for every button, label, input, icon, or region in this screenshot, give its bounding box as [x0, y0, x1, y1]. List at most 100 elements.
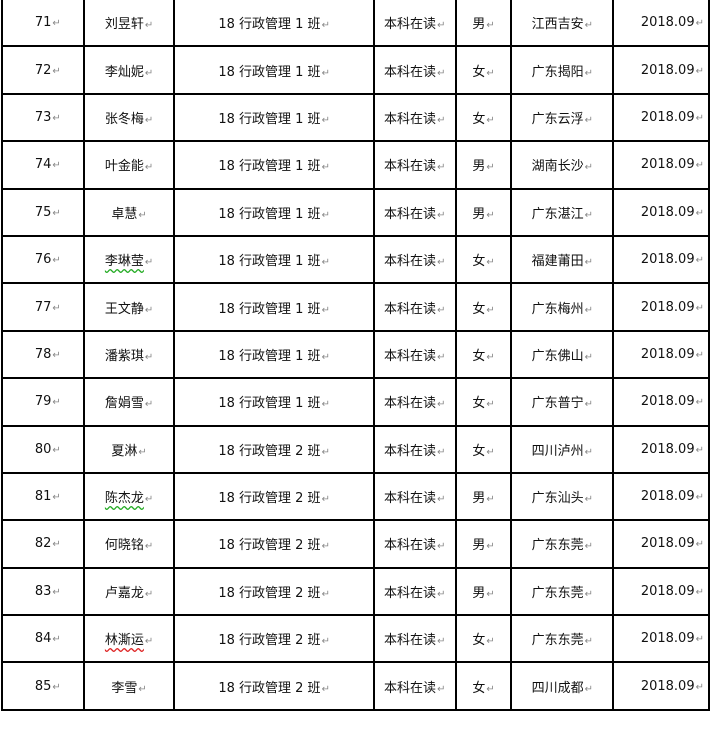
gender-cell[interactable]: 男↵ — [454, 519, 513, 569]
class-cell[interactable]: 18 行政管理 1 班↵ — [173, 282, 375, 332]
name-cell[interactable]: 林澌运↵ — [82, 614, 176, 664]
origin-cell[interactable]: 广东湛江↵ — [510, 187, 615, 237]
enrollment-date-cell[interactable]: 2018.09↵ — [612, 566, 710, 617]
origin-cell[interactable]: 福建莆田↵ — [510, 234, 615, 285]
gender-cell[interactable]: 男↵ — [454, 566, 513, 617]
origin-cell[interactable]: 江西吉安↵ — [510, 0, 615, 48]
number-cell[interactable]: 84↵ — [1, 614, 85, 664]
class-cell[interactable]: 18 行政管理 2 班↵ — [173, 566, 375, 617]
gender-cell[interactable]: 男↵ — [454, 187, 513, 237]
name-cell[interactable]: 李灿妮↵ — [82, 45, 176, 95]
number-cell[interactable]: 80↵ — [1, 424, 85, 474]
status-cell[interactable]: 本科在读↵ — [372, 140, 457, 190]
class-cell[interactable]: 18 行政管理 1 班↵ — [173, 187, 375, 237]
status-cell[interactable]: 本科在读↵ — [372, 566, 457, 617]
class-cell[interactable]: 18 行政管理 2 班↵ — [173, 661, 375, 711]
origin-cell[interactable]: 广东东莞↵ — [510, 566, 615, 617]
gender-cell[interactable]: 女↵ — [454, 661, 513, 711]
origin-cell[interactable]: 广东佛山↵ — [510, 329, 615, 380]
number-cell[interactable]: 81↵ — [1, 471, 85, 522]
gender-cell[interactable]: 女↵ — [454, 377, 513, 427]
number-cell[interactable]: 73↵ — [1, 92, 85, 143]
number-cell[interactable]: 75↵ — [1, 187, 85, 237]
status-cell[interactable]: 本科在读↵ — [372, 424, 457, 474]
gender-cell[interactable]: 女↵ — [454, 92, 513, 143]
name-cell[interactable]: 何晓铭↵ — [82, 519, 176, 569]
enrollment-date-cell[interactable]: 2018.09↵ — [612, 234, 710, 285]
gender-cell[interactable]: 女↵ — [454, 234, 513, 285]
gender-cell[interactable]: 男↵ — [454, 471, 513, 522]
class-cell[interactable]: 18 行政管理 1 班↵ — [173, 92, 375, 143]
enrollment-date-cell[interactable]: 2018.09↵ — [612, 424, 710, 474]
name-cell[interactable]: 潘紫琪↵ — [82, 329, 176, 380]
gender-cell[interactable]: 女↵ — [454, 45, 513, 95]
name-cell[interactable]: 张冬梅↵ — [82, 92, 176, 143]
origin-cell[interactable]: 湖南长沙↵ — [510, 140, 615, 190]
enrollment-date-cell[interactable]: 2018.09↵ — [612, 329, 710, 380]
enrollment-date-cell[interactable]: 2018.09↵ — [612, 92, 710, 143]
status-cell[interactable]: 本科在读↵ — [372, 92, 457, 143]
class-cell[interactable]: 18 行政管理 2 班↵ — [173, 424, 375, 474]
origin-cell[interactable]: 四川泸州↵ — [510, 424, 615, 474]
origin-cell[interactable]: 广东汕头↵ — [510, 471, 615, 522]
number-cell[interactable]: 83↵ — [1, 566, 85, 617]
origin-cell[interactable]: 广东东莞↵ — [510, 614, 615, 664]
origin-cell[interactable]: 广东东莞↵ — [510, 519, 615, 569]
class-cell[interactable]: 18 行政管理 1 班↵ — [173, 0, 375, 48]
gender-cell[interactable]: 女↵ — [454, 282, 513, 332]
gender-cell[interactable]: 男↵ — [454, 0, 513, 48]
gender-cell[interactable]: 男↵ — [454, 140, 513, 190]
class-cell[interactable]: 18 行政管理 1 班↵ — [173, 377, 375, 427]
status-cell[interactable]: 本科在读↵ — [372, 519, 457, 569]
enrollment-date-cell[interactable]: 2018.09↵ — [612, 0, 710, 48]
name-cell[interactable]: 卢嘉龙↵ — [82, 566, 176, 617]
name-cell[interactable]: 刘昱轩↵ — [82, 0, 176, 48]
name-cell[interactable]: 叶金能↵ — [82, 140, 176, 190]
enrollment-date-cell[interactable]: 2018.09↵ — [612, 45, 710, 95]
status-cell[interactable]: 本科在读↵ — [372, 0, 457, 48]
class-cell[interactable]: 18 行政管理 2 班↵ — [173, 471, 375, 522]
class-cell[interactable]: 18 行政管理 2 班↵ — [173, 614, 375, 664]
enrollment-date-cell[interactable]: 2018.09↵ — [612, 661, 710, 711]
origin-cell[interactable]: 广东揭阳↵ — [510, 45, 615, 95]
class-cell[interactable]: 18 行政管理 1 班↵ — [173, 329, 375, 380]
status-cell[interactable]: 本科在读↵ — [372, 471, 457, 522]
status-cell[interactable]: 本科在读↵ — [372, 614, 457, 664]
gender-cell[interactable]: 女↵ — [454, 424, 513, 474]
class-cell[interactable]: 18 行政管理 1 班↵ — [173, 234, 375, 285]
enrollment-date-cell[interactable]: 2018.09↵ — [612, 282, 710, 332]
enrollment-date-cell[interactable]: 2018.09↵ — [612, 187, 710, 237]
number-cell[interactable]: 77↵ — [1, 282, 85, 332]
enrollment-date-cell[interactable]: 2018.09↵ — [612, 471, 710, 522]
number-cell[interactable]: 79↵ — [1, 377, 85, 427]
origin-cell[interactable]: 四川成都↵ — [510, 661, 615, 711]
gender-cell[interactable]: 女↵ — [454, 329, 513, 380]
status-cell[interactable]: 本科在读↵ — [372, 187, 457, 237]
name-cell[interactable]: 李琳莹↵ — [82, 234, 176, 285]
name-cell[interactable]: 王文静↵ — [82, 282, 176, 332]
class-cell[interactable]: 18 行政管理 2 班↵ — [173, 519, 375, 569]
number-cell[interactable]: 85↵ — [1, 661, 85, 711]
number-cell[interactable]: 74↵ — [1, 140, 85, 190]
name-cell[interactable]: 李雪↵ — [82, 661, 176, 711]
number-cell[interactable]: 82↵ — [1, 519, 85, 569]
enrollment-date-cell[interactable]: 2018.09↵ — [612, 519, 710, 569]
origin-cell[interactable]: 广东普宁↵ — [510, 377, 615, 427]
number-cell[interactable]: 72↵ — [1, 45, 85, 95]
enrollment-date-cell[interactable]: 2018.09↵ — [612, 377, 710, 427]
name-cell[interactable]: 詹娟雪↵ — [82, 377, 176, 427]
name-cell[interactable]: 陈杰龙↵ — [82, 471, 176, 522]
status-cell[interactable]: 本科在读↵ — [372, 377, 457, 427]
status-cell[interactable]: 本科在读↵ — [372, 661, 457, 711]
class-cell[interactable]: 18 行政管理 1 班↵ — [173, 140, 375, 190]
enrollment-date-cell[interactable]: 2018.09↵ — [612, 614, 710, 664]
status-cell[interactable]: 本科在读↵ — [372, 329, 457, 380]
number-cell[interactable]: 76↵ — [1, 234, 85, 285]
gender-cell[interactable]: 女↵ — [454, 614, 513, 664]
status-cell[interactable]: 本科在读↵ — [372, 234, 457, 285]
status-cell[interactable]: 本科在读↵ — [372, 282, 457, 332]
status-cell[interactable]: 本科在读↵ — [372, 45, 457, 95]
number-cell[interactable]: 78↵ — [1, 329, 85, 380]
class-cell[interactable]: 18 行政管理 1 班↵ — [173, 45, 375, 95]
origin-cell[interactable]: 广东云浮↵ — [510, 92, 615, 143]
